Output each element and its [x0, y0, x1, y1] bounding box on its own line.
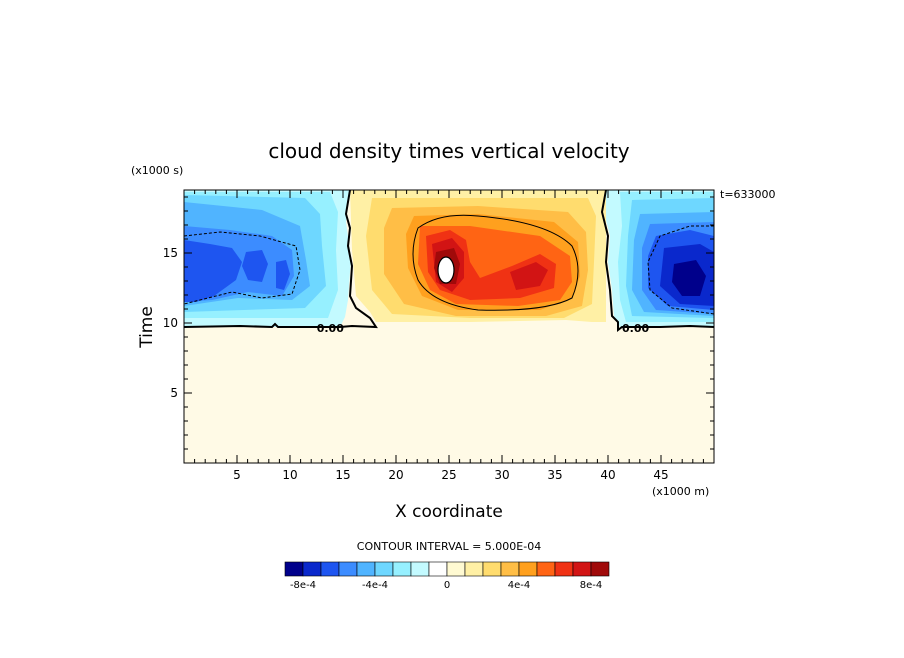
colorbar-swatch: [302, 561, 322, 577]
colorbar-swatch: [446, 561, 466, 577]
y-tick-label: 5: [170, 386, 178, 400]
colorbar-tick-label: 8e-4: [580, 580, 603, 591]
colorbar-swatch: [500, 561, 520, 577]
contour-neg-left: [184, 231, 301, 305]
neg-left-level6c: [276, 260, 290, 290]
colorbar-swatch: [374, 561, 394, 577]
y-tick-label: 10: [163, 316, 178, 330]
colorbar-swatch: [428, 561, 448, 577]
colorbar-swatch: [356, 561, 376, 577]
x-tick-label: 30: [494, 468, 509, 482]
colorbar-swatch: [518, 561, 538, 577]
x-tick-label: 20: [388, 468, 403, 482]
x-tick-label: 35: [547, 468, 562, 482]
time-stamp: t=633000: [720, 188, 776, 201]
colorbar-swatch: [392, 561, 412, 577]
neg-left-level6: [184, 240, 242, 302]
pos-level7b: [510, 262, 548, 290]
colorbar-swatch: [572, 561, 592, 577]
colorbar-tick-label: 0: [444, 580, 450, 591]
y-axis-label: Time: [137, 306, 157, 349]
colorbar-swatch: [284, 561, 304, 577]
colorbar-tick-label: -8e-4: [290, 580, 316, 591]
contour-field: [184, 190, 714, 463]
x-tick-label: 10: [282, 468, 297, 482]
contour-label: 0.00: [622, 322, 649, 335]
zero-contour-right: [600, 190, 714, 332]
contour-labels: 0.00 0.00: [317, 322, 650, 335]
x-scale-label: (x1000 m): [652, 485, 709, 498]
colorbar: -8e-4 -4e-4 0 4e-4 8e-4: [284, 561, 610, 591]
colorbar-swatch: [482, 561, 502, 577]
colorbar-swatch: [320, 561, 340, 577]
colorbar-tick-label: -4e-4: [362, 580, 388, 591]
x-tick-label: 40: [600, 468, 615, 482]
colorbar-swatch: [536, 561, 556, 577]
x-tick-label: 15: [335, 468, 350, 482]
colorbar-swatch: [338, 561, 358, 577]
neg-right-level8: [672, 260, 706, 296]
colorbar-swatch: [410, 561, 430, 577]
chart-title: cloud density times vertical velocity: [268, 139, 629, 163]
contour-pos-1: [412, 214, 579, 311]
zero-contour-left: [184, 190, 378, 329]
neg-left-level6b: [242, 250, 268, 282]
colorbar-swatch: [554, 561, 574, 577]
axis-ticks: 5 10 15 20 25 30 35 40 45 5 10 15: [163, 190, 714, 482]
contour-label: 0.00: [317, 322, 344, 335]
colorbar-swatch: [464, 561, 484, 577]
x-axis-label: X coordinate: [395, 502, 503, 522]
contour-interval-text: CONTOUR INTERVAL = 5.000E-04: [357, 540, 541, 553]
colorbar-tick-label: 4e-4: [508, 580, 531, 591]
x-tick-label: 25: [441, 468, 456, 482]
pos-peak-hole: [437, 256, 455, 284]
y-tick-label: 15: [163, 246, 178, 260]
x-tick-label: 45: [653, 468, 668, 482]
y-scale-label: (x1000 s): [131, 164, 183, 177]
x-tick-label: 5: [233, 468, 241, 482]
colorbar-swatch: [590, 561, 610, 577]
